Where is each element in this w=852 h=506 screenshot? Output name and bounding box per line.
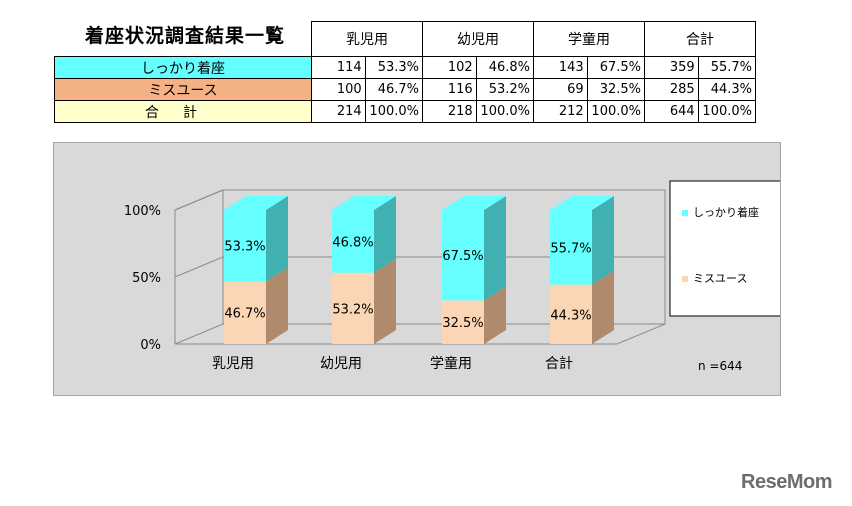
bar-segment-side xyxy=(374,258,396,344)
percent-cell: 100.0% xyxy=(586,100,646,123)
legend-box xyxy=(669,180,780,317)
y-tick-label: 50% xyxy=(132,271,161,286)
bar-segment-front xyxy=(550,210,592,285)
bar-segment-side xyxy=(592,196,614,285)
count-cell: 359 xyxy=(644,56,699,79)
percent-cell: 44.3% xyxy=(697,78,757,101)
row-label: 合計 xyxy=(54,100,312,123)
bar-segment-front xyxy=(550,284,592,344)
row-label: ミスユース xyxy=(54,78,312,101)
bar-segment-side xyxy=(592,270,614,344)
table-header-row: 乳児用 幼児用 学童用 合計 xyxy=(55,21,756,57)
data-label: 44.3% xyxy=(550,308,591,323)
sample-size-note: n =644 xyxy=(698,359,742,373)
legend-swatch xyxy=(682,210,688,216)
table-row: 合計 214 100.0% 218 100.0% 212 100.0% 644 … xyxy=(54,100,757,123)
data-label: 32.5% xyxy=(442,316,483,331)
data-label: 53.2% xyxy=(332,302,373,317)
count-cell: 116 xyxy=(422,78,477,101)
bar-segment-side xyxy=(266,196,288,282)
data-label: 55.7% xyxy=(550,241,591,256)
row-label: しっかり着座 xyxy=(54,56,312,79)
results-table: 乳児用 幼児用 学童用 合計 しっかり着座 114 53.3% 102 46.8… xyxy=(54,21,757,123)
x-tick-label: 乳児用 xyxy=(212,356,254,372)
group-header: 合計 xyxy=(644,21,756,57)
percent-cell: 55.7% xyxy=(697,56,757,79)
count-cell: 143 xyxy=(533,56,588,79)
percent-cell: 46.8% xyxy=(475,56,535,79)
gridline-side xyxy=(174,189,224,211)
group-header: 幼児用 xyxy=(422,21,534,57)
count-cell: 214 xyxy=(311,100,366,123)
count-cell: 644 xyxy=(644,100,699,123)
bar-segment-front xyxy=(442,300,484,344)
percent-cell: 46.7% xyxy=(364,78,424,101)
count-cell: 212 xyxy=(533,100,588,123)
group-header: 乳児用 xyxy=(311,21,423,57)
legend-label: ミスユース xyxy=(693,272,747,285)
count-cell: 285 xyxy=(644,78,699,101)
table-corner xyxy=(55,22,312,57)
percent-cell: 67.5% xyxy=(586,56,646,79)
table-row: しっかり着座 114 53.3% 102 46.8% 143 67.5% 359… xyxy=(54,56,757,79)
data-label: 46.8% xyxy=(332,235,373,250)
count-cell: 102 xyxy=(422,56,477,79)
page-title: 着座状況調査結果一覧 xyxy=(84,25,285,47)
total-label: 合計 xyxy=(145,104,221,121)
percent-cell: 100.0% xyxy=(475,100,535,123)
bar-segment-front xyxy=(442,210,484,301)
x-tick-label: 幼児用 xyxy=(320,356,362,372)
data-label: 67.5% xyxy=(442,249,483,264)
bar-top xyxy=(550,196,614,210)
bar-segment-side xyxy=(484,196,506,301)
count-cell: 218 xyxy=(422,100,477,123)
bar-segment-side xyxy=(484,286,506,344)
percent-cell: 53.2% xyxy=(475,78,535,101)
y-tick-label: 0% xyxy=(140,338,161,353)
bar-segment-side xyxy=(374,196,396,273)
legend-swatch xyxy=(682,276,688,282)
data-label: 53.3% xyxy=(224,240,265,255)
percent-cell: 32.5% xyxy=(586,78,646,101)
table-row: ミスユース 100 46.7% 116 53.2% 69 32.5% 285 4… xyxy=(54,78,757,101)
group-header: 学童用 xyxy=(533,21,645,57)
percent-cell: 53.3% xyxy=(364,56,424,79)
bar-segment-front xyxy=(332,272,374,344)
bar-segment-front xyxy=(224,281,266,344)
count-cell: 114 xyxy=(311,56,366,79)
chart-area: 0% 50% 100% 53.3% 46.7% 乳児用 46.8% 53.2% 幼児用 67.5%… xyxy=(53,142,781,396)
bar-top xyxy=(224,196,288,210)
x-tick-label: 学童用 xyxy=(430,355,472,372)
bar-segment-front xyxy=(224,210,266,282)
count-cell: 69 xyxy=(533,78,588,101)
gridline-side xyxy=(174,256,224,278)
percent-cell: 100.0% xyxy=(697,100,757,123)
legend-label: しっかり着座 xyxy=(693,205,759,219)
percent-cell: 100.0% xyxy=(364,100,424,123)
data-label: 46.7% xyxy=(224,307,265,322)
bar-segment-front xyxy=(332,210,374,273)
bar-top xyxy=(332,196,396,210)
y-tick-label: 100% xyxy=(124,204,161,219)
x-tick-label: 合計 xyxy=(545,356,573,372)
resemom-logo: ReseMom xyxy=(741,471,832,493)
count-cell: 100 xyxy=(311,78,366,101)
bar-segment-side xyxy=(266,267,288,344)
stacked-bar-chart: 0% 50% 100% 53.3% 46.7% 乳児用 46.8% 53.2% 幼児用 67.5%… xyxy=(124,180,780,373)
bar-top xyxy=(442,196,506,210)
